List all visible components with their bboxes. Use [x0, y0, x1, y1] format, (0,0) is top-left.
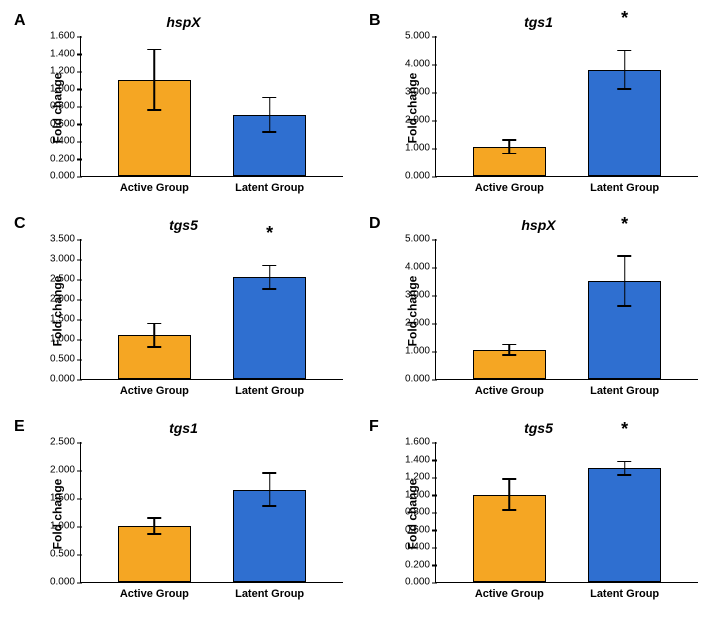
- panel-F: Ftgs5Fold change0.0000.2000.4000.6000.80…: [365, 416, 712, 611]
- error-bar: [269, 473, 271, 507]
- y-tick: 1.000: [50, 83, 81, 94]
- y-tick: 1.000: [405, 346, 436, 357]
- y-tick: 3.500: [50, 234, 81, 245]
- bar-latent: [588, 468, 661, 582]
- y-tick: 3.000: [50, 254, 81, 265]
- y-tick: 2.000: [50, 294, 81, 305]
- y-tick: 0.800: [405, 507, 436, 518]
- error-bar: [509, 479, 511, 511]
- error-bar: [624, 461, 626, 475]
- error-bar: [269, 97, 271, 132]
- chart-title: tgs5: [365, 420, 712, 436]
- chart-area: 0.0001.0002.0003.0004.0005.000Active Gro…: [435, 239, 698, 380]
- error-bar: [154, 49, 156, 110]
- y-tick: 0.600: [50, 118, 81, 129]
- y-tick: 0.800: [50, 101, 81, 112]
- y-tick: 1.500: [50, 493, 81, 504]
- x-tick-label: Active Group: [120, 182, 189, 194]
- y-tick: 1.000: [405, 143, 436, 154]
- y-tick: 0.000: [50, 374, 81, 385]
- chart-title: tgs5: [10, 217, 357, 233]
- chart-area: 0.0001.0002.0003.0004.0005.000Active Gro…: [435, 36, 698, 177]
- y-tick: 0.000: [405, 577, 436, 588]
- x-tick-label: Active Group: [475, 385, 544, 397]
- y-tick: 1.400: [50, 48, 81, 59]
- x-tick-label: Latent Group: [590, 588, 659, 600]
- x-tick-label: Latent Group: [235, 385, 304, 397]
- y-tick: 0.200: [405, 559, 436, 570]
- panel-C: Ctgs5Fold change0.0000.5001.0001.5002.00…: [10, 213, 357, 408]
- y-tick: 1.600: [50, 31, 81, 42]
- chart-title: tgs1: [365, 14, 712, 30]
- y-tick: 1.200: [405, 472, 436, 483]
- y-tick: 1.000: [405, 489, 436, 500]
- y-tick: 1.600: [405, 437, 436, 448]
- panel-B: Btgs1Fold change0.0001.0002.0003.0004.00…: [365, 10, 712, 205]
- y-tick: 0.000: [50, 577, 81, 588]
- y-tick: 2.000: [405, 115, 436, 126]
- x-tick-label: Latent Group: [590, 385, 659, 397]
- y-tick: 2.500: [50, 274, 81, 285]
- x-tick-label: Latent Group: [235, 588, 304, 600]
- y-tick: 3.000: [405, 87, 436, 98]
- y-tick: 0.400: [50, 136, 81, 147]
- y-axis-label: Fold change: [50, 478, 64, 549]
- y-tick: 4.000: [405, 262, 436, 273]
- error-bar: [154, 323, 156, 347]
- significance-marker: *: [621, 214, 628, 235]
- y-tick: 0.000: [405, 171, 436, 182]
- y-tick: 2.000: [50, 465, 81, 476]
- panel-A: AhspXFold change0.0000.2000.4000.6000.80…: [10, 10, 357, 205]
- x-tick-label: Active Group: [120, 588, 189, 600]
- y-tick: 1.500: [50, 314, 81, 325]
- y-tick: 1.200: [50, 66, 81, 77]
- x-tick-label: Latent Group: [590, 182, 659, 194]
- chart-grid: AhspXFold change0.0000.2000.4000.6000.80…: [10, 10, 712, 611]
- chart-area: 0.0000.2000.4000.6000.8001.0001.2001.400…: [80, 36, 343, 177]
- significance-marker: *: [621, 8, 628, 29]
- y-tick: 4.000: [405, 59, 436, 70]
- y-tick: 0.400: [405, 542, 436, 553]
- y-tick: 2.000: [405, 318, 436, 329]
- y-tick: 0.500: [50, 354, 81, 365]
- y-tick: 1.000: [50, 334, 81, 345]
- y-axis-label: Fold change: [405, 275, 419, 346]
- y-axis-label: Fold change: [405, 72, 419, 143]
- panel-D: DhspXFold change0.0001.0002.0003.0004.00…: [365, 213, 712, 408]
- error-bar: [154, 518, 156, 535]
- y-tick: 0.600: [405, 524, 436, 535]
- x-tick-label: Active Group: [120, 385, 189, 397]
- x-tick-label: Active Group: [475, 588, 544, 600]
- error-bar: [269, 265, 271, 289]
- x-tick-label: Latent Group: [235, 182, 304, 194]
- y-tick: 5.000: [405, 234, 436, 245]
- y-tick: 0.200: [50, 153, 81, 164]
- chart-title: hspX: [10, 14, 357, 30]
- chart-area: 0.0000.2000.4000.6000.8001.0001.2001.400…: [435, 442, 698, 583]
- y-tick: 5.000: [405, 31, 436, 42]
- chart-title: tgs1: [10, 420, 357, 436]
- error-bar: [624, 256, 626, 306]
- y-tick: 1.000: [50, 521, 81, 532]
- y-tick: 2.500: [50, 437, 81, 448]
- error-bar: [624, 50, 626, 89]
- y-tick: 0.500: [50, 549, 81, 560]
- error-bar: [509, 140, 511, 154]
- significance-marker: *: [621, 419, 628, 440]
- chart-area: 0.0000.5001.0001.5002.0002.500Active Gro…: [80, 442, 343, 583]
- chart-title: hspX: [365, 217, 712, 233]
- panel-E: Etgs1Fold change0.0000.5001.0001.5002.00…: [10, 416, 357, 611]
- error-bar: [509, 344, 511, 355]
- y-tick: 0.000: [405, 374, 436, 385]
- significance-marker: *: [266, 223, 273, 244]
- y-tick: 1.400: [405, 454, 436, 465]
- chart-area: 0.0000.5001.0001.5002.0002.5003.0003.500…: [80, 239, 343, 380]
- y-tick: 0.000: [50, 171, 81, 182]
- bar-latent: [233, 277, 306, 379]
- x-tick-label: Active Group: [475, 182, 544, 194]
- y-tick: 3.000: [405, 290, 436, 301]
